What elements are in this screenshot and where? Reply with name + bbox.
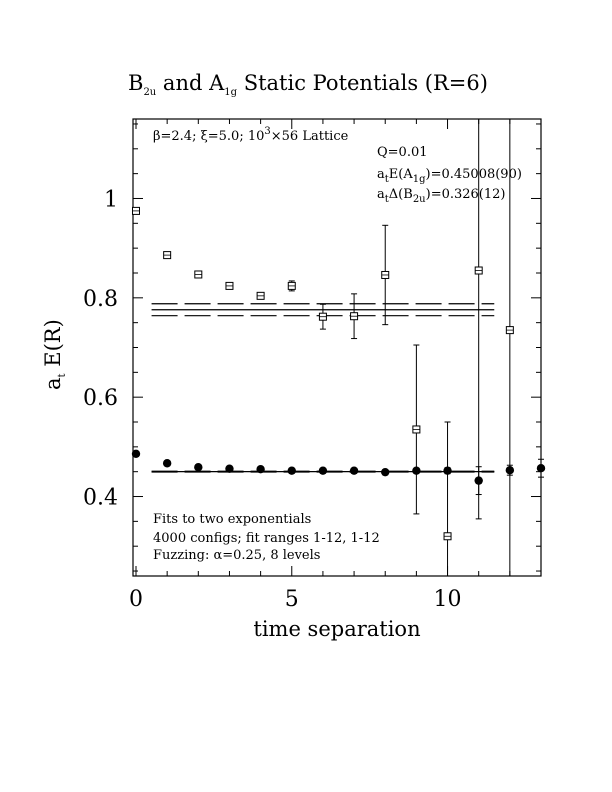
data-point-circle xyxy=(536,464,546,473)
lattice-annotation: β=2.4; ξ=5.0; 103×56 Lattice xyxy=(153,126,349,144)
data-point-circle xyxy=(381,467,390,477)
y-tick-label: 0.4 xyxy=(83,486,118,511)
a1g-fit-annotation: atE(A1g)=0.45008(90) xyxy=(377,167,522,185)
axes: 0 5 10 0.4 0.6 0.8 1 xyxy=(83,119,542,612)
data-point-circle xyxy=(443,466,452,475)
x-tick-label: 5 xyxy=(285,587,299,612)
data-point-circle xyxy=(131,449,141,459)
y-tick-label: 0.8 xyxy=(83,287,118,312)
q-annotation: Q=0.01 xyxy=(377,145,428,160)
y-tick-label: 0.6 xyxy=(83,386,118,411)
configs-annotation: 4000 configs; fit ranges 1-12, 1-12 xyxy=(153,531,380,546)
data-point-circle xyxy=(287,466,296,475)
data-point-circle xyxy=(349,466,359,475)
data-point-circle xyxy=(225,464,234,473)
data-point-circle xyxy=(162,459,172,468)
data-point-circle xyxy=(505,465,515,475)
x-tick-label: 0 xyxy=(129,587,143,612)
data-point-circle xyxy=(256,465,265,474)
data-point-circle xyxy=(318,466,328,475)
data-series xyxy=(131,119,546,576)
fuzzing-annotation: Fuzzing: α=0.25, 8 levels xyxy=(153,548,320,563)
y-tick-label: 1 xyxy=(104,187,118,212)
data-point-circle xyxy=(474,476,483,485)
x-axis-label: time separation xyxy=(253,617,420,641)
fits-annotation: Fits to two exponentials xyxy=(153,512,311,527)
b2u-fit-annotation: atΔ(B2u)=0.326(12) xyxy=(377,187,506,205)
y-axis-label: at E(R) xyxy=(41,319,68,390)
data-point-circle xyxy=(194,463,203,472)
data-point-circle xyxy=(412,466,421,475)
chart-title: B2u and A1g Static Potentials (R=6) xyxy=(128,71,488,98)
x-tick-label: 10 xyxy=(434,587,462,612)
